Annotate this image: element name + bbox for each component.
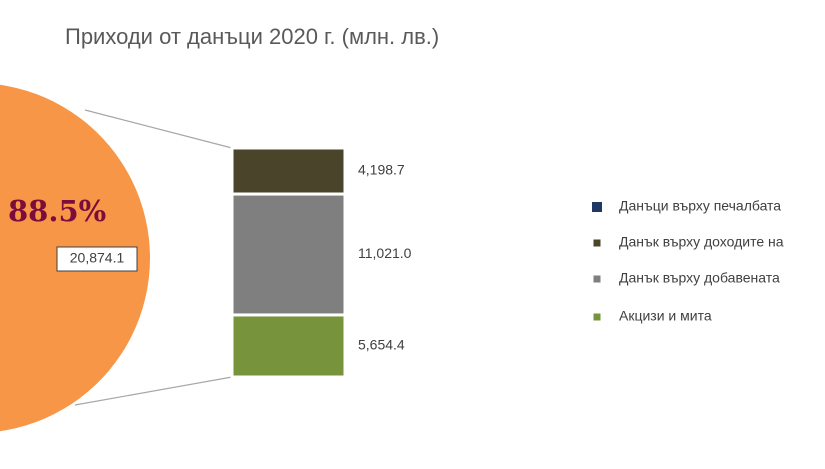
bar-value-label: 11,021.0 bbox=[358, 245, 412, 261]
bar-value-label: 5,654.4 bbox=[358, 337, 405, 353]
legend-label: Акцизи и мита bbox=[619, 308, 712, 324]
percent-label: 88.5% bbox=[8, 194, 106, 228]
connector-line bbox=[74, 376, 233, 406]
value-label-box bbox=[56, 246, 138, 272]
legend-marker bbox=[593, 275, 601, 283]
bar-segment bbox=[230, 146, 347, 196]
bar-segment bbox=[230, 313, 347, 379]
legend-marker bbox=[593, 313, 601, 321]
legend-marker bbox=[592, 202, 602, 212]
legend-label: Данък върху добавената bbox=[619, 270, 780, 286]
bar-segment bbox=[230, 192, 347, 317]
legend-label: Данък върху доходите на bbox=[619, 234, 784, 250]
value-label: 20,874.1 bbox=[70, 250, 125, 266]
bar-value-label: 4,198.7 bbox=[358, 162, 405, 178]
connector-line bbox=[84, 109, 233, 149]
legend-label: Данъци върху печалбата bbox=[619, 198, 781, 214]
legend-marker bbox=[593, 239, 601, 247]
chart-title: Приходи от данъци 2020 г. (млн. лв.) bbox=[65, 24, 439, 49]
